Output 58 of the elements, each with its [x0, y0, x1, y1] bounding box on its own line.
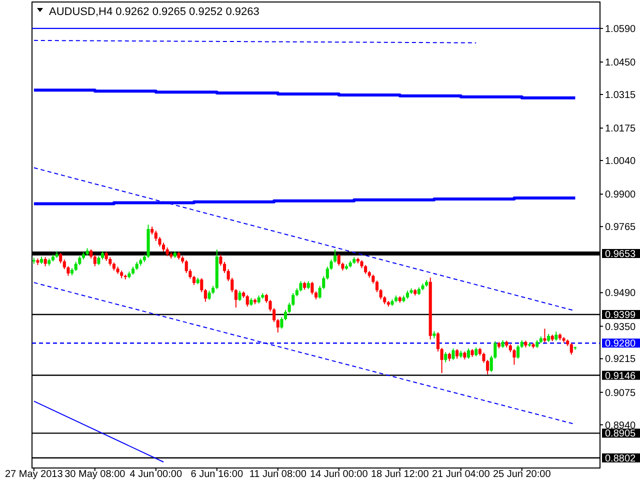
ref-line-label: 0.9399: [605, 310, 636, 322]
x-tick-label: 14 Jun 00:00: [310, 469, 368, 480]
candlestick: [219, 254, 222, 266]
candlestick: [44, 256, 47, 267]
y-tick-label: 0.9900: [605, 190, 636, 201]
ref-line-label: 0.9653: [605, 248, 636, 260]
candlestick: [280, 316, 284, 330]
y-tick-label: 0.9075: [605, 388, 636, 399]
chart-title: AUDUSD,H4 0.9262 0.9265 0.9252 0.9263: [49, 6, 260, 18]
ref-line-label: 0.9280: [605, 338, 636, 350]
candlestick: [512, 348, 516, 366]
x-tick-label: 11 Jun 08:00: [249, 469, 307, 480]
candlestick: [375, 280, 379, 293]
candlestick: [466, 348, 470, 360]
x-tick-label: 27 May 2013: [4, 469, 64, 480]
y-tick-label: 1.0315: [605, 90, 636, 101]
candlestick: [570, 342, 573, 356]
candlestick: [234, 288, 238, 308]
x-tick-label: 4 Jun 00:00: [130, 469, 182, 480]
x-tick-label: 21 Jun 04:00: [432, 469, 490, 480]
x-tick-label: 18 Jun 12:00: [370, 469, 430, 480]
candlestick: [516, 344, 520, 360]
y-tick-label: 1.0590: [605, 24, 636, 35]
ref-line-label: 0.8905: [605, 428, 636, 440]
ref-line-label: 0.9146: [605, 370, 636, 382]
y-tick-label: 0.9765: [605, 222, 636, 234]
candlestick: [284, 309, 288, 321]
candlestick: [222, 261, 226, 274]
candlestick: [208, 290, 211, 300]
y-tick-label: 0.9350: [605, 322, 636, 333]
candlestick: [337, 254, 340, 266]
y-tick-label: 0.9490: [605, 288, 636, 300]
x-tick-label: 25 Jun 20:00: [492, 469, 552, 480]
y-tick-label: 0.9215: [605, 354, 636, 366]
candlestick: [440, 347, 444, 374]
candlestick: [379, 288, 382, 300]
candlestick: [238, 290, 242, 302]
candlestick: [104, 251, 108, 262]
ref-line-label: 0.8802: [605, 453, 636, 464]
candlestick: [93, 254, 96, 267]
candlestick: [554, 331, 558, 342]
y-tick-label: 1.0175: [605, 124, 636, 135]
candlestick: [452, 348, 455, 360]
candlestick: [436, 332, 440, 352]
candlestick: [204, 288, 207, 302]
x-tick-label: 30 May 08:00: [64, 469, 126, 480]
y-tick-label: 1.0040: [605, 156, 636, 168]
candlestick: [59, 252, 62, 264]
candlestick: [456, 348, 459, 360]
y-tick-label: 1.0450: [605, 58, 636, 69]
candlestick: [276, 318, 280, 334]
candlestick: [246, 294, 249, 308]
candlestick: [310, 281, 314, 296]
candlestick: [444, 352, 448, 363]
candlestick: [90, 248, 93, 260]
candlestick: [192, 275, 196, 286]
x-tick-label: 6 Jun 16:00: [190, 469, 244, 480]
candlestick: [200, 278, 204, 293]
